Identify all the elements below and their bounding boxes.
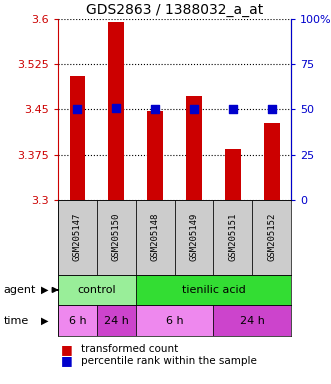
- Text: GSM205148: GSM205148: [151, 213, 160, 261]
- Text: 24 h: 24 h: [240, 316, 265, 326]
- Point: [230, 106, 236, 113]
- Text: 24 h: 24 h: [104, 316, 129, 326]
- Text: transformed count: transformed count: [81, 344, 178, 354]
- Point: [269, 106, 274, 113]
- Text: 6 h: 6 h: [166, 316, 183, 326]
- Bar: [97, 200, 136, 275]
- Bar: [58, 275, 136, 305]
- Text: agent: agent: [3, 285, 36, 295]
- Bar: [175, 200, 213, 275]
- Bar: [136, 275, 291, 305]
- Point: [114, 104, 119, 111]
- Bar: [252, 200, 291, 275]
- Text: ▶: ▶: [41, 285, 48, 295]
- Bar: [213, 305, 291, 336]
- Point: [75, 106, 80, 113]
- Point: [153, 106, 158, 113]
- Text: ■: ■: [61, 343, 73, 356]
- Bar: [186, 96, 202, 200]
- Text: GSM205152: GSM205152: [267, 213, 276, 261]
- Text: tienilic acid: tienilic acid: [182, 285, 245, 295]
- Text: control: control: [77, 285, 116, 295]
- Bar: [264, 122, 280, 200]
- Bar: [58, 200, 97, 275]
- Bar: [225, 149, 241, 200]
- Title: GDS2863 / 1388032_a_at: GDS2863 / 1388032_a_at: [86, 3, 263, 17]
- Bar: [136, 305, 213, 336]
- Point: [191, 106, 197, 113]
- Bar: [147, 111, 163, 200]
- Text: GSM205150: GSM205150: [112, 213, 121, 261]
- Bar: [213, 200, 252, 275]
- Bar: [70, 76, 85, 200]
- Text: ■: ■: [61, 354, 73, 367]
- Bar: [97, 305, 136, 336]
- Bar: [136, 200, 175, 275]
- Text: ▶: ▶: [41, 316, 48, 326]
- Bar: [109, 22, 124, 200]
- Text: percentile rank within the sample: percentile rank within the sample: [81, 356, 257, 366]
- Text: GSM205151: GSM205151: [228, 213, 237, 261]
- Text: time: time: [3, 316, 28, 326]
- Bar: [58, 305, 97, 336]
- Text: GSM205147: GSM205147: [73, 213, 82, 261]
- Text: GSM205149: GSM205149: [190, 213, 199, 261]
- Text: 6 h: 6 h: [69, 316, 86, 326]
